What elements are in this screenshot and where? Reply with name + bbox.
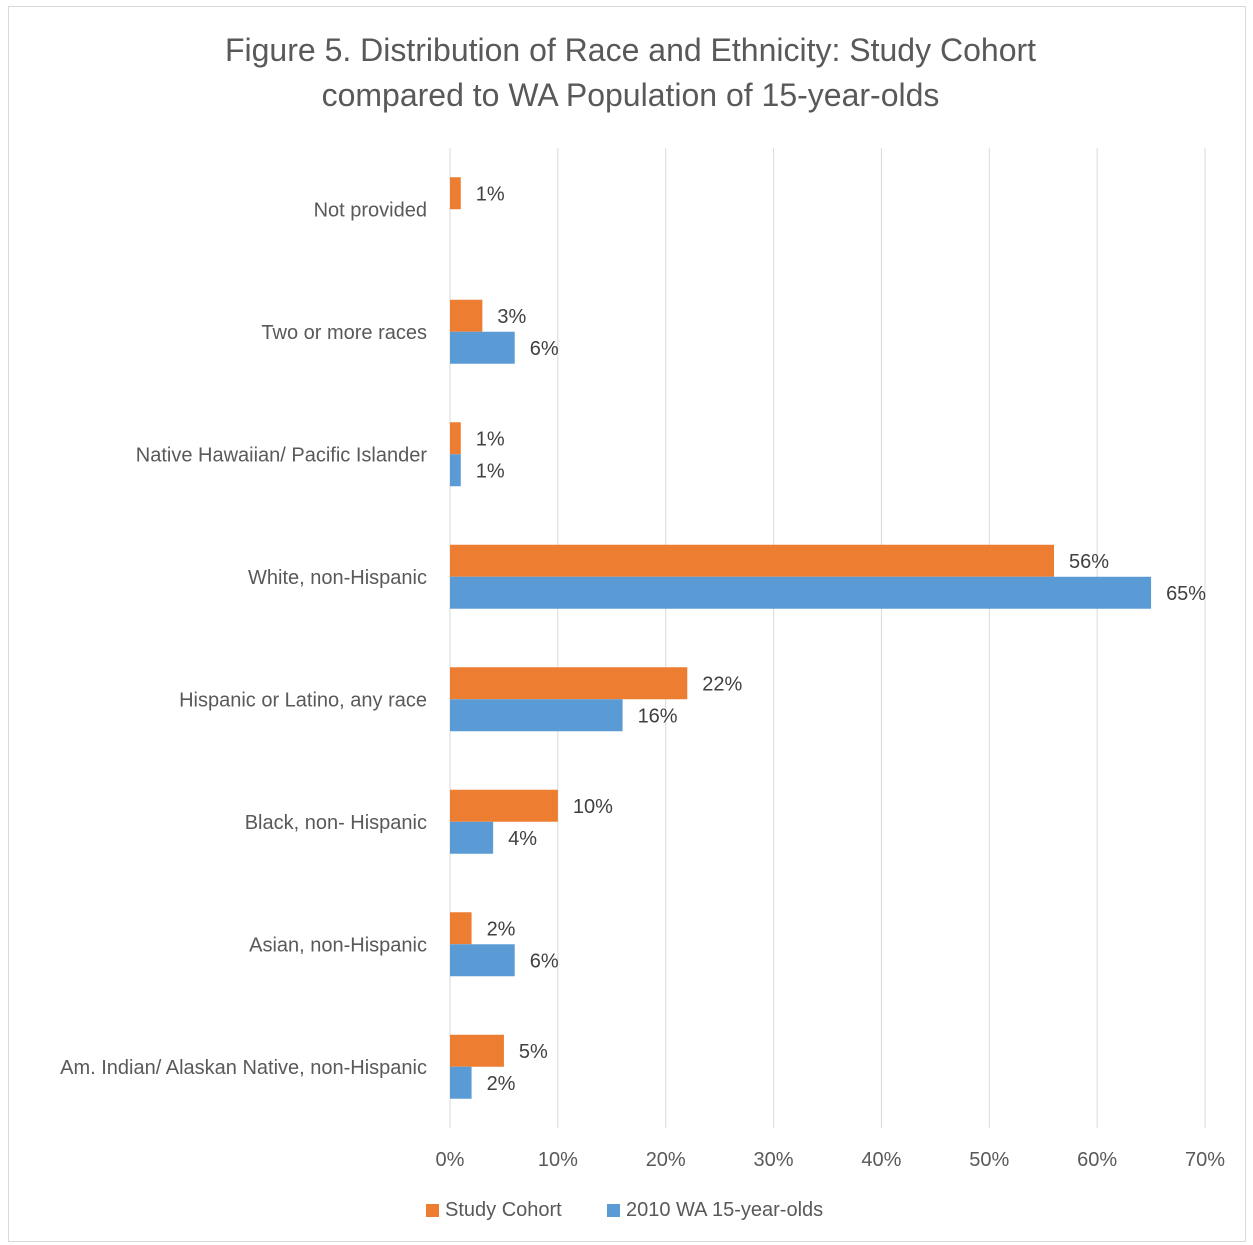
x-tick-label-40: 40% — [861, 1149, 901, 1171]
chart-title-line-2: compared to WA Population of 15-year-old… — [321, 77, 940, 113]
bar-study-cohort-white-non-hispanic — [450, 544, 1054, 577]
category-label-two-or-more-races: Two or more races — [261, 322, 427, 344]
data-label-study-cohort-hispanic-or-latino-any-race: 22% — [702, 673, 742, 695]
category-label-am-indian-alaskan-native-non-hispanic: Am. Indian/ Alaskan Native, non-Hispanic — [60, 1057, 427, 1079]
bar-study-cohort-native-hawaiian-pacific-islander — [450, 422, 461, 455]
data-label-study-cohort-asian-non-hispanic: 2% — [487, 918, 516, 940]
data-label-study-cohort-native-hawaiian-pacific-islander: 1% — [476, 428, 505, 450]
data-label-2010-wa-15-year-olds-two-or-more-races: 6% — [530, 338, 559, 360]
x-tick-label-0: 0% — [436, 1149, 465, 1171]
legend-label-wa-15-year-olds: 2010 WA 15-year-olds — [626, 1199, 824, 1221]
bar-study-cohort-hispanic-or-latino-any-race — [450, 667, 688, 700]
category-label-asian-non-hispanic: Asian, non-Hispanic — [249, 934, 427, 956]
bar-2010-wa-15-year-olds-asian-non-hispanic — [450, 944, 515, 977]
bar-study-cohort-two-or-more-races — [450, 299, 483, 332]
data-label-study-cohort-am-indian-alaskan-native-non-hispanic: 5% — [519, 1041, 548, 1063]
data-label-study-cohort-two-or-more-races: 3% — [497, 306, 526, 328]
x-tick-labels: 0% 10% 20% 30% 40% 50% 60% 70% — [436, 1149, 1226, 1171]
bar-2010-wa-15-year-olds-hispanic-or-latino-any-race — [450, 699, 623, 732]
chart-title-line-1: Figure 5. Distribution of Race and Ethni… — [224, 32, 1037, 68]
bar-2010-wa-15-year-olds-two-or-more-races — [450, 331, 515, 364]
x-tick-label-70: 70% — [1185, 1149, 1225, 1171]
category-label-native-hawaiian-pacific-islander: Native Hawaiian/ Pacific Islander — [136, 444, 428, 466]
category-labels: Not provided Two or more races Native Hawa… — [60, 199, 427, 1079]
x-tick-label-10: 10% — [538, 1149, 578, 1171]
bar-study-cohort-not-provided — [450, 177, 461, 210]
category-label-black-non-hispanic: Black, non- Hispanic — [245, 812, 427, 834]
x-tick-label-20: 20% — [646, 1149, 686, 1171]
gridlines — [449, 148, 1206, 1128]
bar-2010-wa-15-year-olds-white-non-hispanic — [450, 576, 1152, 609]
legend-label-study-cohort: Study Cohort — [445, 1199, 562, 1221]
bar-study-cohort-black-non-hispanic — [450, 789, 558, 822]
legend-swatch-study-cohort — [426, 1204, 439, 1217]
category-label-not-provided: Not provided — [314, 199, 427, 221]
data-label-2010-wa-15-year-olds-asian-non-hispanic: 6% — [530, 950, 559, 972]
data-label-study-cohort-white-non-hispanic: 56% — [1069, 551, 1109, 573]
legend-item-wa-15-year-olds: 2010 WA 15-year-olds — [607, 1199, 823, 1222]
bar-study-cohort-asian-non-hispanic — [450, 912, 472, 945]
x-tick-label-50: 50% — [969, 1149, 1009, 1171]
data-label-study-cohort-not-provided: 1% — [476, 183, 505, 205]
bar-study-cohort-am-indian-alaskan-native-non-hispanic — [450, 1034, 504, 1067]
category-label-white-non-hispanic: White, non-Hispanic — [248, 567, 427, 589]
data-label-2010-wa-15-year-olds-am-indian-alaskan-native-non-hispanic: 2% — [487, 1073, 516, 1095]
chart-frame — [8, 6, 1246, 1242]
bar-2010-wa-15-year-olds-am-indian-alaskan-native-non-hispanic — [450, 1066, 472, 1099]
legend: Study Cohort 2010 WA 15-year-olds — [0, 1199, 1253, 1227]
chart-title: Figure 5. Distribution of Race and Ethni… — [0, 28, 1253, 118]
data-label-2010-wa-15-year-olds-black-non-hispanic: 4% — [508, 828, 537, 850]
data-label-study-cohort-black-non-hispanic: 10% — [573, 796, 613, 818]
data-label-2010-wa-15-year-olds-hispanic-or-latino-any-race: 16% — [638, 705, 678, 727]
data-label-2010-wa-15-year-olds-native-hawaiian-pacific-islander: 1% — [476, 460, 505, 482]
bars — [450, 177, 1152, 1099]
data-labels: 1%3%6%1%1%56%65%22%16%10%4%2%6%5%2% — [476, 183, 1207, 1095]
data-label-2010-wa-15-year-olds-white-non-hispanic: 65% — [1166, 583, 1206, 605]
x-tick-label-60: 60% — [1077, 1149, 1117, 1171]
legend-item-study-cohort: Study Cohort — [426, 1199, 562, 1222]
legend-swatch-wa-15-year-olds — [607, 1204, 620, 1217]
category-label-hispanic-or-latino-any-race: Hispanic or Latino, any race — [179, 689, 427, 711]
x-tick-label-30: 30% — [754, 1149, 794, 1171]
bar-2010-wa-15-year-olds-native-hawaiian-pacific-islander — [450, 454, 461, 487]
bar-2010-wa-15-year-olds-black-non-hispanic — [450, 821, 494, 854]
